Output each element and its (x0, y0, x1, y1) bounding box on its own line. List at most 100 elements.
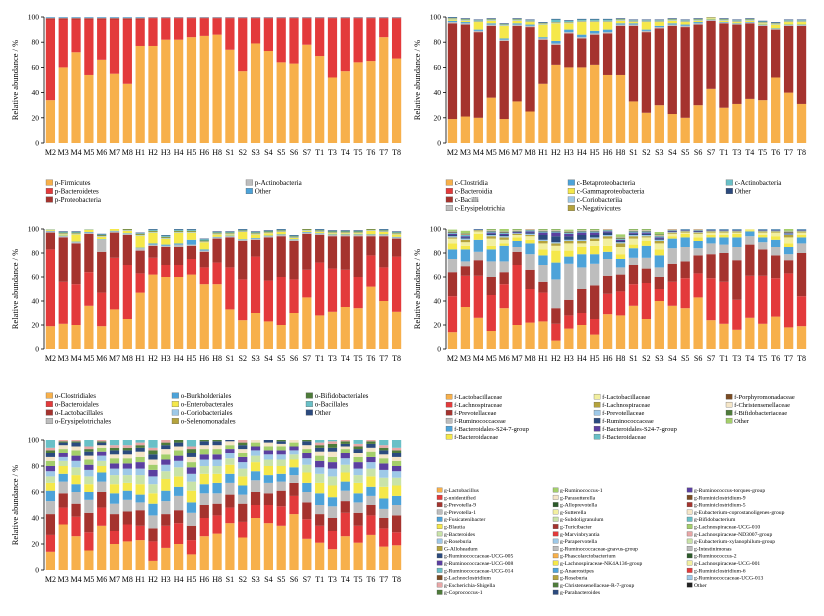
legend-swatch (445, 425, 453, 432)
legend-label: o-Bacillales (315, 401, 349, 409)
bar-segment-M6-c-Actinobacteria (499, 23, 509, 25)
x-tick-label: S6 (694, 354, 702, 363)
bar-segment-T4-g-Blautia (340, 472, 350, 482)
bar-segment-S2-g-unidentified (238, 521, 248, 538)
bar-segment-H5-f-Bacteroidales-S24-7-group (590, 254, 600, 264)
bar-segment-T7-g-Bacteroides (379, 477, 389, 487)
bar-segment-M4-g-Lactobacillus (71, 536, 81, 570)
bar-segment-S4-g-Bifidobacterium (263, 442, 273, 447)
x-tick-label: T1 (315, 354, 324, 363)
legend-swatch (445, 417, 453, 424)
bar-segment-H8-o-Lactobacillales (212, 238, 222, 263)
bar-segment-M5-g-Ruminococcaceae-UCG-002 (84, 459, 94, 465)
bar-segment-S2-g-Roseburia (238, 462, 248, 469)
x-tick-label: S7 (303, 575, 311, 584)
bar-segment-H1-Other (538, 22, 548, 23)
bar-segment-M8-f-Lachnospiraceae (525, 289, 535, 323)
bar-segment-S5-p-Proteobacteria (276, 17, 286, 19)
bar-segment-H5-c-Gammaproteobacteria (590, 22, 600, 31)
bar-segment-H6-c-Coriobacteriia (602, 21, 613, 23)
y-tick-label: 100 (430, 225, 442, 234)
legend-swatch (45, 188, 53, 194)
bar-segment-T1-g-Faecalibacterium (315, 447, 325, 452)
bar-segment-S5-o-Coriobacteriales (276, 231, 286, 232)
bar-segment-T8-f-Bacteroidales-S24-7-group (796, 237, 807, 244)
bar-segment-M8-o-Enterobacterales (122, 230, 132, 234)
legend-swatch (436, 582, 443, 588)
bar-segment-S7-f-Ruminococcaceae (706, 243, 716, 255)
x-tick-label: S6 (290, 148, 298, 157)
bar-segment-H8-c-Clostridia (615, 74, 626, 143)
bar-segment-H3-f-Lactobacillaceae (564, 328, 574, 349)
bar-segment-T4-p-Proteobacteria (340, 17, 350, 19)
bar-segment-S6-g-Bacteroides (289, 454, 299, 460)
legend-label: o-Enterobacterales (181, 401, 234, 409)
x-tick-label: H4 (577, 354, 587, 363)
bar-segment-S6-g-Alloprevotella (289, 446, 299, 451)
bar-segment-S6-f-Porphyromonadaceae (693, 229, 703, 231)
bar-segment-M8-g-unidentified (122, 524, 132, 542)
bar-segment-M2-g-unidentified (45, 534, 56, 552)
bar-segment-S1-Other (628, 19, 639, 21)
bar-segment-S6-g-Ruminococcaceae-UCG-002 (289, 442, 299, 447)
legend-label: o-Erysipelotrichales (55, 418, 112, 426)
bar-segment-S5-g-Fusicatenibacter (276, 473, 286, 482)
bar-segment-S2-o-Lactobacillales (238, 241, 248, 280)
bar-segment-T7-g-Fusicatenibacter (379, 498, 389, 509)
bar-segment-H4-o-Clostridiales (174, 277, 184, 349)
bar-segment-M3-Other (58, 231, 68, 232)
bar-segment-T7-g-Lactobacillus (379, 546, 389, 570)
bar-segment-H1-g-Faecalibacterium (135, 447, 145, 452)
legend-label: Other (735, 188, 752, 196)
bar-segment-H5-g-Bacteroides (186, 481, 197, 491)
bar-segment-H1-o-Enterobacterales (135, 235, 145, 248)
bar-segment-T6-g-Subdoligranulum (366, 441, 376, 444)
bar-segment-M5-f-Lactobacillaceae (486, 238, 496, 246)
bar-segment-S2-g-Fusicatenibacter (238, 485, 248, 495)
bar-segment-H1-f-Bifidobacteriaceae (538, 229, 548, 231)
bar-segment-H8-Other (212, 231, 222, 232)
bar-segment-M7-g-Prevotella-9 (109, 514, 120, 531)
bar-segment-M4-c-Coriobacteriia (473, 21, 483, 23)
bar-segment-M8-c-Negativicutes (525, 20, 535, 22)
legend-label: g-Ruminococcaceae-UCG-005 (444, 554, 513, 560)
bar-segment-S1-o-Enterobacterales (225, 234, 235, 236)
bar-segment-T3-f-Ruminococcaceae (732, 230, 742, 231)
x-tick-label: H2 (551, 148, 561, 157)
bar-segment-T1-f-Ruminococcaceae (719, 230, 729, 231)
bar-segment-M8-f-Christensenellaceae (525, 229, 535, 230)
bar-segment-T6-g-Bifidobacterium (366, 447, 376, 452)
bar-segment-H3-f-Lachnospiraceae (564, 241, 574, 244)
legend-swatch (445, 433, 453, 440)
bar-segment-M8-c-Erysipelotrichia (525, 25, 535, 28)
bar-segment-H4-Other (577, 229, 587, 230)
bar-segment-S3-p-Proteobacteria (250, 17, 261, 19)
bar-segment-S3-c-Erysipelotrichia (654, 27, 664, 29)
bar-segment-T7-f-Bacteroidaceae (783, 243, 794, 247)
bar-segment-T5-o-Erysipelotrichales (353, 235, 363, 237)
bar-segment-H4-f-Bacteroidaceae (577, 231, 587, 233)
bar-segment-M6-g-Prevotella-9 (97, 492, 107, 508)
bar-segment-H1-g-Bifidobacterium (135, 451, 145, 457)
bar-segment-S4-f-Prevotellaceae (667, 232, 677, 233)
bar-segment-H1-c-Coriobacteriia (538, 23, 548, 25)
bar-segment-T4-g-Subdoligranulum (340, 441, 350, 444)
bar-segment-S1-g-Ruminococcaceae-UCG-002 (225, 445, 235, 450)
bar-segment-S1-g-Prevotella-9 (225, 494, 235, 508)
bar-segment-M3-f-Lactobacillaceae (460, 307, 471, 349)
bar-segment-H6-o-Lactobacillales (199, 251, 209, 268)
bar-segment-S4-f-Bacteroidaceae (667, 236, 677, 239)
legend-swatch (686, 524, 693, 529)
bar-segment-T6-g-Bacteroides (366, 468, 376, 477)
bar-segment-H5-g-Blautia (186, 490, 197, 503)
bar-segment-T1-c-Clostridia (719, 107, 729, 143)
bar-segment-H4-f-Lachnospiraceae (577, 313, 587, 325)
legend-label: g-Parabacteroides (560, 590, 600, 596)
legend-label: g-Ruminococcaceae-UCG-008 (444, 561, 513, 567)
bar-segment-S5-f-Lactobacillaceae (680, 308, 690, 349)
bar-segment-H2-f-Christensenellaceae (551, 230, 561, 231)
bar-segment-M8-f-Lactobacillaceae (525, 322, 535, 349)
bar-segment-M3-g-Blautia (58, 466, 68, 474)
bar-segment-H5-p-Bacteroidetes (186, 18, 197, 38)
legend-label: g-Eubacterium-xylanophilum-group (694, 539, 775, 545)
